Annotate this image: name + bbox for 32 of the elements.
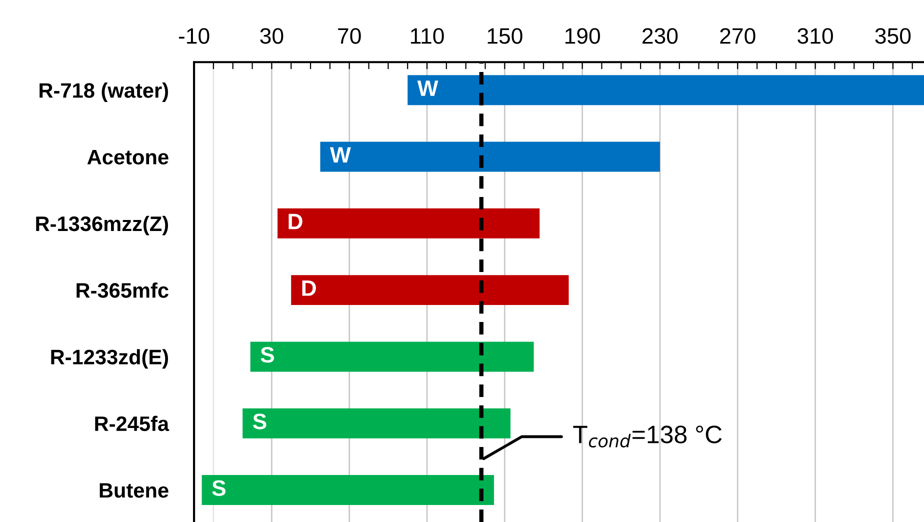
x-tick-label: 30 xyxy=(260,28,284,44)
annotation: W xyxy=(417,80,438,96)
bar xyxy=(250,342,534,372)
annotation: S xyxy=(252,414,266,430)
y-tick-label: R-1336mzz(Z) xyxy=(36,216,168,236)
x-tick-label: 70 xyxy=(338,28,361,44)
ref-line-label: T$_{cond}$=138 °C xyxy=(573,426,722,448)
bar xyxy=(408,75,924,106)
annotation: S xyxy=(212,480,226,496)
x-tick-label: 310 xyxy=(798,28,833,44)
x-tick-label: 150 xyxy=(488,28,522,44)
y-tick-label: R-718 (water) xyxy=(40,82,168,102)
y-tick-label: R-365mfc xyxy=(76,282,168,298)
bar xyxy=(320,142,660,172)
bar xyxy=(291,275,569,306)
annotation: S xyxy=(260,346,274,363)
annotation: W xyxy=(330,147,351,163)
bar xyxy=(202,475,494,506)
y-tick-label: Acetone xyxy=(87,150,168,165)
x-tick-label: 230 xyxy=(642,28,678,44)
y-tick-label: R-245fa xyxy=(95,416,170,432)
x-tick-label: 270 xyxy=(720,28,756,44)
bar xyxy=(278,208,540,238)
x-tick-label: -10 xyxy=(178,28,210,44)
bar xyxy=(242,408,510,438)
annotation: D xyxy=(302,280,316,296)
x-tick-label: 190 xyxy=(565,28,600,44)
x-tick-label: 110 xyxy=(410,28,444,44)
annotation: D xyxy=(288,214,302,230)
y-tick-label: R-1233zd(E) xyxy=(51,349,168,369)
y-tick-label: Butene xyxy=(100,483,168,498)
x-tick-label: 350 xyxy=(875,28,911,44)
